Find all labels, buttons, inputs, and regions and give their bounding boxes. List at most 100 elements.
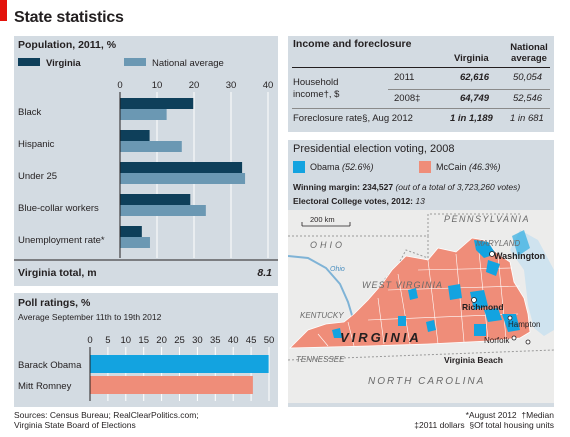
legend-swatch-national [124,58,146,66]
poll-tick-label: 10 [121,335,132,346]
margin-note: (out of a total of 3,723,260 votes) [395,182,521,192]
category-label: Hispanic [18,139,55,150]
virginia-map: PENNSYLVANIA OHIO MARYLAND WEST VIRGINIA… [288,210,554,403]
obama-legend-swatch [293,161,305,173]
city-washington: Washington [494,251,545,261]
poll-tick-label: 35 [210,335,221,346]
poll-tick-label: 0 [87,335,92,346]
income-col-virginia: Virginia [454,53,489,64]
x-tick-label: 40 [263,80,274,91]
sources-line1: Sources: Census Bureau; RealClearPolitic… [14,410,199,420]
city-hampton: Hampton [508,320,540,329]
poll-tick-label: 45 [246,335,257,346]
mccain-legend-swatch [419,161,431,173]
bar-national [120,205,206,216]
poll-tick-label: 20 [156,335,167,346]
note-2011-dollars: ‡2011 dollars [414,420,465,430]
income-row-label: Household income†, $ [293,77,363,101]
obama-legend-name: Obama [310,162,340,172]
label-virginia: VIRGINIA [340,330,422,345]
label-ohio: OHIO [310,240,345,250]
poll-category-label: Mitt Romney [18,381,72,392]
population-chart: Population, 2011, % Virginia National aver… [14,39,278,279]
label-north-carolina: NORTH CAROLINA [368,376,485,387]
label-pennsylvania: PENNSYLVANIA [444,214,530,224]
city-dot-virginia-beach [525,339,531,345]
income-va-2011: 62,616 [460,72,490,83]
city-dot-washington [489,251,495,257]
x-tick-label: 10 [152,80,163,91]
income-year-2008: 2008‡ [394,93,421,104]
bar-virginia [120,98,194,109]
pa-border [288,213,520,237]
obama-legend-label: Obama (52.6%) [310,162,374,172]
election-title: Presidential election voting, 2008 [293,143,455,155]
poll-tick-label: 50 [264,335,275,346]
city-dot-norfolk [511,335,517,341]
ohio-river [288,255,355,323]
poll-tick-label: 5 [105,335,110,346]
income-panel: Income and foreclosure Virginia National… [288,36,554,132]
election-panel: Presidential election voting, 2008 Obama… [288,140,554,407]
poll-category-label: Barack Obama [18,360,82,371]
ev-value: 13 [415,196,425,206]
legend-label-national: National average [152,58,224,69]
nc-border [288,349,554,361]
label-west-virginia: WEST VIRGINIA [362,280,443,290]
x-tick-label: 0 [117,80,122,91]
income-rule-mid [388,89,550,90]
total-value: 8.1 [257,267,272,279]
bar-national [120,173,246,184]
income-va-2008: 64,749 [460,93,490,104]
bar-virginia [120,226,142,237]
bar-virginia [120,130,150,141]
obama-legend-pct: (52.6%) [342,162,374,172]
sources-line2: Virginia State Board of Elections [14,420,136,430]
income-rule-top [292,67,550,68]
poll-tick-label: 40 [228,335,239,346]
poll-tick-label: 15 [138,335,149,346]
legend-swatch-virginia [18,58,40,66]
x-tick-label: 20 [189,80,200,91]
note-housing-units: §Of total housing units [469,420,554,430]
bar-virginia [120,162,243,173]
category-label: Black [18,107,41,118]
poll-bar [90,376,253,394]
bar-virginia [120,194,191,205]
city-norfolk: Norfolk [484,336,510,345]
income-nat-2008: 52,546 [513,93,543,104]
footnotes: *August 2012 †Median ‡2011 dollars §Of t… [384,410,554,430]
category-label: Under 25 [18,171,57,182]
income-nat-2011: 50,054 [513,72,543,83]
label-maryland: MARYLAND [476,239,520,248]
poll-tick-label: 30 [192,335,203,346]
income-col-national: National average [507,42,551,64]
label-tennessee: TENNESSEE [296,355,345,364]
poll-tick-label: 25 [174,335,185,346]
label-ohio-river: Ohio [330,266,345,273]
bar-national [120,237,150,248]
foreclosure-label: Foreclosure rate§, Aug 2012 [293,113,413,124]
electoral-votes: Electoral College votes, 2012: 13 [293,196,425,206]
brand-tab [0,0,7,21]
mccain-legend-label: McCain (46.3%) [436,162,501,172]
population-title: Population, 2011, % [18,39,117,51]
mccain-legend-pct: (46.3%) [469,162,501,172]
poll-chart: Poll ratings, % Average September 11th to… [18,297,275,401]
income-col-national-label: National average [510,42,548,64]
bar-national [120,109,167,120]
city-dot-hampton [507,315,513,321]
poll-bar [90,355,269,373]
scale-bar-label: 200 km [310,215,335,224]
footnotes-line1: *August 2012 †Median [384,410,554,420]
population-panel: Population, 2011, % Virginia National aver… [14,36,278,286]
city-richmond: Richmond [462,302,504,312]
page-title: State statistics [14,9,124,26]
chesapeake-bay [510,230,554,336]
city-dot-richmond [471,297,477,303]
ev-label: Electoral College votes, 2012: [293,196,413,206]
mccain-legend-name: McCain [436,162,467,172]
poll-panel: Poll ratings, % Average September 11th to… [14,293,278,407]
margin-label: Winning margin: [293,182,360,192]
income-row-label-text: Household income†, $ [293,77,340,100]
